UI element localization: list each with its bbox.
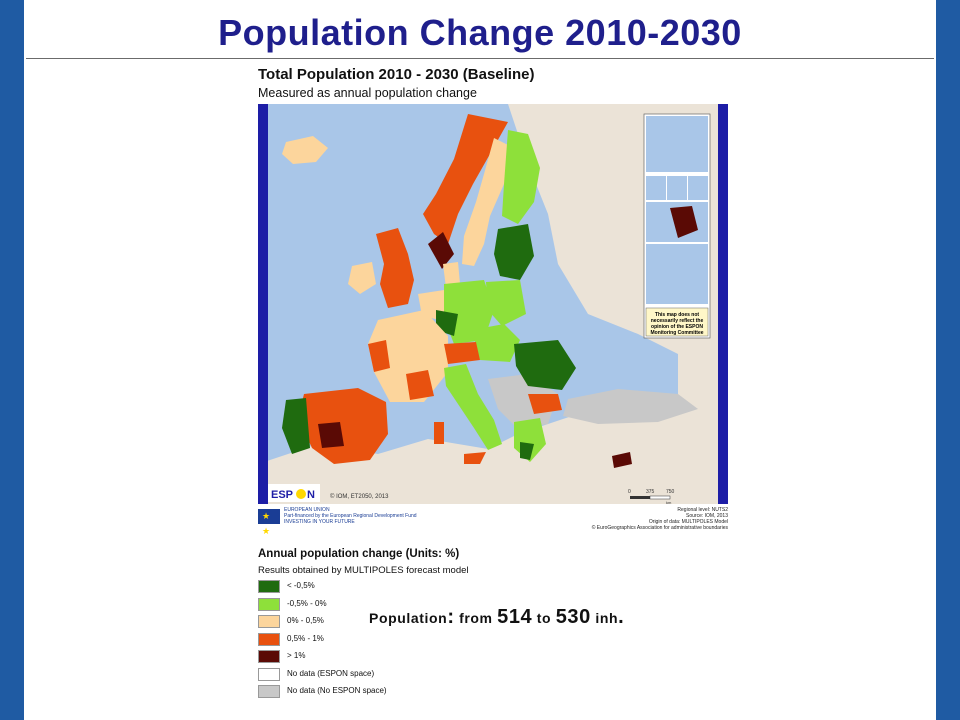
map-title: Total Population 2010 - 2030 (Baseline) [258,66,535,83]
espon-logo: ESP [271,489,293,501]
legend-label: 0,5% - 1% [287,633,324,643]
brittany-region [368,340,390,372]
baltics-region [494,224,534,280]
central-europe-region [472,324,520,362]
population-note: Population: from 514 to 530 inh. [369,606,624,629]
legend-swatch [258,650,280,663]
note-to: to [536,610,552,626]
note-from-value: 514 [497,606,533,628]
legend-subtitle: Results obtained by MULTIPOLES forecast … [258,565,469,576]
spain-region [298,388,388,464]
scale-tick-375: 375 [646,489,655,495]
legend-swatch [258,580,280,593]
legend-label: < -0,5% [287,581,315,590]
funding-strip: ★ ★ EUROPEAN UNION Part-financed by the … [258,506,728,536]
europe-map: This map does not necessarily reflect th… [258,104,728,504]
map-sources: Regional level: NUTS2 Source: IOM, 2013 … [538,507,728,531]
non-espon-land [258,104,728,504]
eu-line-3: INVESTING IN YOUR FUTURE [284,519,355,525]
source-line-4: © EuroGeographics Association for admini… [591,525,728,531]
disclaimer-box [645,307,709,337]
legend-title: Annual population change (Units: %) [258,548,460,560]
inset-reunion [688,176,708,200]
alpine-region [444,342,480,364]
source-line-1: Regional level: NUTS2 [677,507,728,513]
map-subtitle: Measured as annual population change [258,86,477,100]
poland-region [486,280,526,326]
disclaimer-line-1: This map does not [655,312,700,318]
legend-swatch [258,632,280,646]
sardinia-region [434,422,444,444]
cyprus-region [612,452,632,468]
eu-line-1: EUROPEAN UNION [284,507,330,513]
legend-label: 0% - 0,5% [287,616,324,625]
north-africa-land [268,456,518,504]
disclaimer-line-3: opinion of the ESPON [651,324,703,330]
source-line-3: Origin of data: MULTIPOLES Model [648,519,728,525]
great-britain-region [376,228,414,308]
eu-funding-text: EUROPEAN UNION Part-financed by the Euro… [284,507,454,525]
finland-region [502,130,540,224]
inset-guadeloupe [646,176,666,200]
legend-label: No data (No ESPON space) [287,686,387,695]
italy-region [444,364,502,450]
norway-region [423,114,508,244]
germany-region [444,280,494,344]
ireland-region [348,262,376,294]
map-right-band [718,104,728,504]
europe-map-canvas: This map does not necessarily reflect th… [258,104,728,504]
title-divider [26,58,934,59]
legend-swatch [258,667,280,681]
disclaimer-line-2: necessarily reflect the [651,318,704,324]
inset-azores [646,244,708,304]
balkans-region [488,374,558,429]
sweden-region [462,138,514,266]
turkey-region [563,389,698,424]
madrid-region [318,422,344,448]
note-from: from [459,610,493,626]
right-accent-bar [936,0,960,720]
eu-line-2: Part-financed by the European Regional D… [284,513,417,519]
legend-label: > 1% [287,651,306,660]
note-to-value: 530 [555,606,591,628]
eu-flag-icon: ★ ★ [258,509,280,536]
south-france-region [406,370,434,400]
iceland-region [282,136,328,164]
denmark-region [443,262,460,288]
legend-label: No data (ESPON space) [287,668,375,678]
legend-label: -0,5% - 0% [287,598,327,608]
portugal-region [282,398,310,454]
espon-logo-box [268,484,320,502]
note-period: . [618,606,625,628]
bulgaria-region [528,394,562,414]
note-prefix: Population [369,610,448,626]
legend-swatch [258,597,280,611]
note-colon: : [447,606,455,628]
oslo-region [428,232,454,269]
scale-unit: km [666,500,672,504]
romania-region [514,340,576,390]
note-unit: inh [595,610,619,626]
left-accent-bar [0,0,24,720]
disclaimer-line-4: Monitoring Committee [650,330,703,336]
espon-logo-o [296,489,306,499]
legend-swatch [258,615,280,628]
sicily-region [464,452,486,464]
guyane-shape [670,206,698,238]
slide-title: Population Change 2010-2030 [218,12,742,53]
espon-logo-n: N [307,489,315,501]
scale-bar-half [649,495,671,500]
source-line-2: Source: IOM, 2013 [686,513,728,519]
inset-canarias [646,116,708,172]
map-left-band [258,104,268,504]
scale-tick-0: 0 [628,489,631,495]
map-credit: © IOM, ET2050, 2013 [330,493,389,500]
scale-tick-750: 750 [666,489,675,495]
inset-martinique [667,176,687,200]
athens-region [520,442,534,460]
legend-swatch [258,685,280,698]
